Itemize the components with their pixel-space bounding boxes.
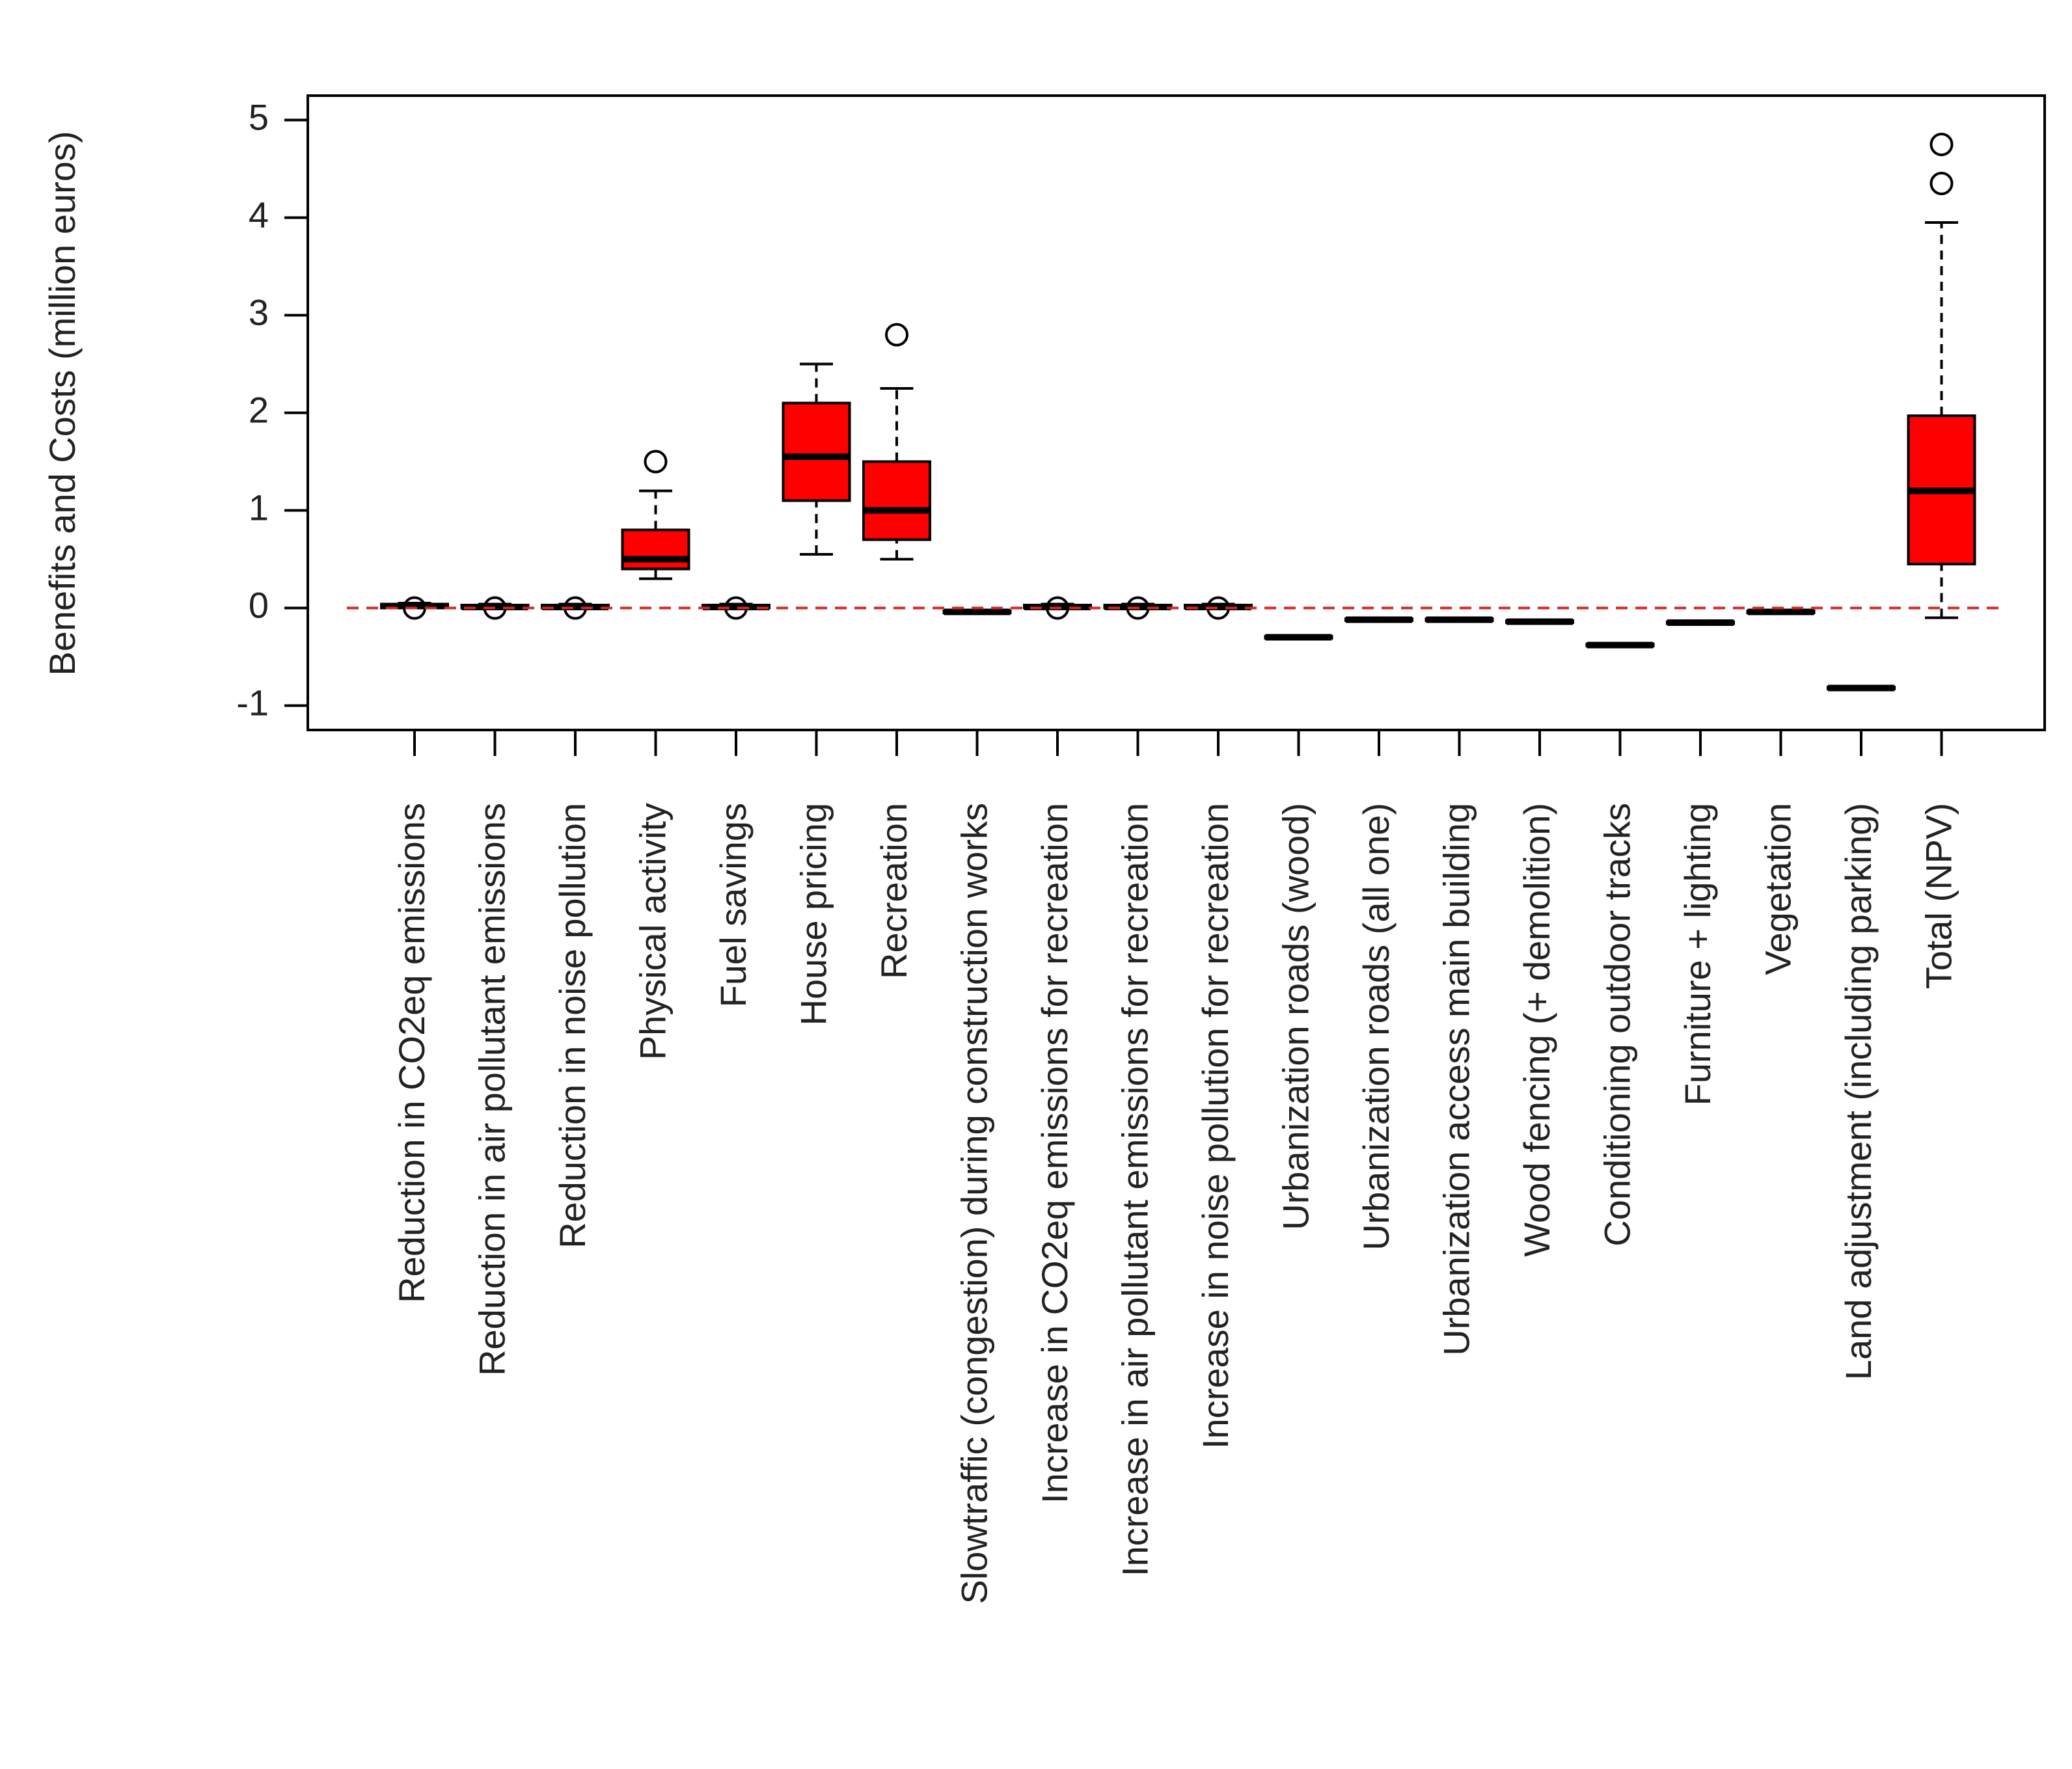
y-axis-label: Benefits and Costs (million euros) xyxy=(42,131,83,675)
y-tick-label: -1 xyxy=(236,682,269,723)
x-tick-label: Furniture + lighting xyxy=(1677,803,1718,1105)
x-tick-label: Wood fencing (+ demolition) xyxy=(1516,803,1557,1257)
x-tick-label: Reduction in air pollutant emissions xyxy=(471,803,512,1376)
x-tick-label: Conditioning outdoor tracks xyxy=(1596,803,1637,1247)
x-tick-label: Urbanization roads (all one) xyxy=(1356,803,1397,1250)
outlier xyxy=(1046,596,1069,620)
x-tick-label: Fuel savings xyxy=(713,803,754,1007)
y-tick-label: 5 xyxy=(249,96,269,137)
x-tick-label: Reduction in CO2eq emissions xyxy=(391,803,432,1303)
outlier xyxy=(1929,133,1954,156)
x-tick-label: Slowtraffic (congestion) during construc… xyxy=(953,803,994,1604)
x-tick-label: Increase in air pollutant emissions for … xyxy=(1114,803,1155,1576)
x-tick-label: Physical activity xyxy=(632,803,673,1060)
x-tick-label: House pricing xyxy=(793,803,834,1025)
box xyxy=(862,460,931,541)
box xyxy=(782,401,851,502)
plot-frame xyxy=(307,94,2046,731)
x-tick-label: Urbanization access main building xyxy=(1436,803,1477,1356)
x-tick-label: Total (NPV) xyxy=(1918,803,1959,989)
y-tick-label: 1 xyxy=(249,487,269,528)
x-tick-label: Increase in CO2eq emissions for recreati… xyxy=(1034,803,1075,1504)
x-tick-label: Reduction in noise pollution xyxy=(552,803,593,1249)
outlier xyxy=(885,323,908,347)
x-tick-label: Vegetation xyxy=(1757,803,1798,975)
y-tick-label: 4 xyxy=(249,194,269,235)
x-tick-label: Increase in noise pollution for recreati… xyxy=(1195,803,1236,1449)
box xyxy=(621,528,690,571)
outlier xyxy=(1929,172,1954,195)
x-tick-label: Recreation xyxy=(873,803,914,979)
x-tick-label: Land adjustment (including parking) xyxy=(1838,803,1879,1380)
y-tick-label: 2 xyxy=(249,389,269,430)
outlier xyxy=(644,450,668,474)
y-tick-label: 0 xyxy=(249,584,269,625)
x-tick-label: Urbanization roads (wood) xyxy=(1275,803,1316,1230)
y-tick-label: 3 xyxy=(249,291,269,332)
